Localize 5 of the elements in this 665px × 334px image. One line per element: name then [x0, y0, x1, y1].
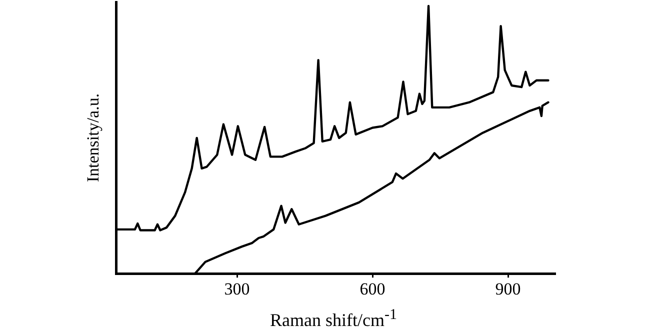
x-axis-title: Raman shift/cm$^{-1}$ — [269, 306, 398, 332]
x-tick-label: 300 — [224, 279, 250, 298]
x-tick-label: 900 — [495, 279, 521, 298]
y-axis-title: Intensity/a.u. — [84, 93, 103, 182]
x-tick-label: 600 — [360, 279, 386, 298]
